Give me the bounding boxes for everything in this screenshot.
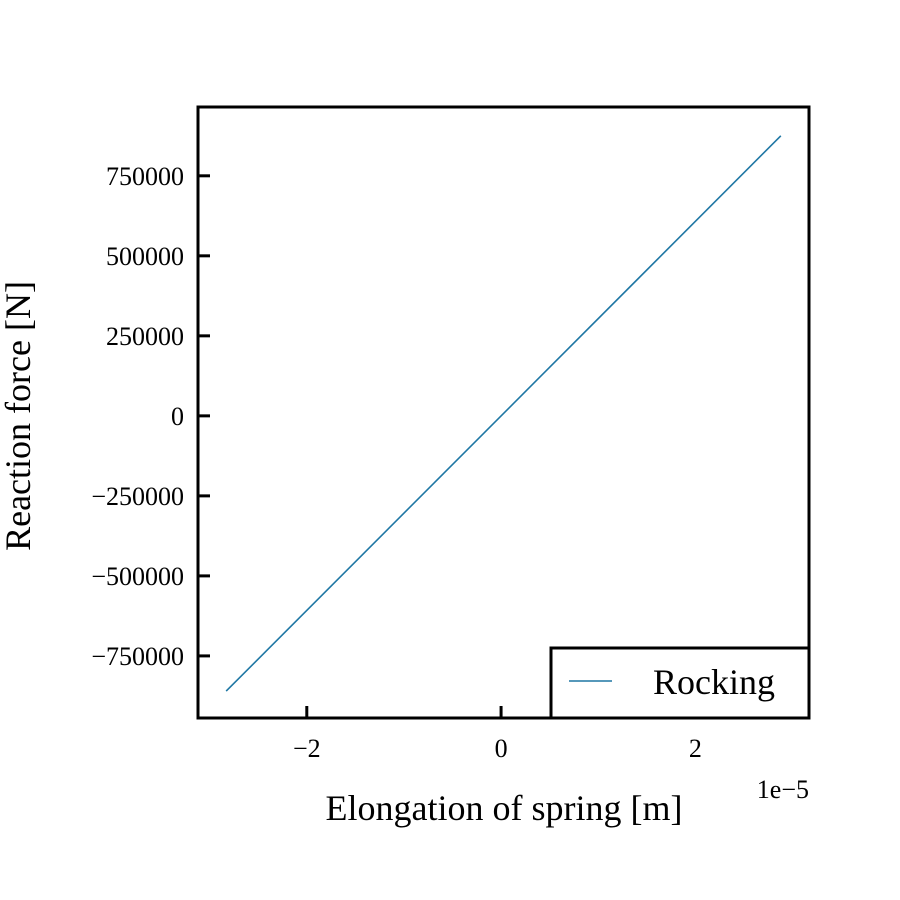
y-tick-label: −500000 — [91, 562, 184, 591]
y-tick-label: 0 — [171, 402, 184, 431]
tick-marks — [198, 174, 697, 718]
x-offset-label: 1e−5 — [757, 775, 809, 804]
series-layer — [225, 135, 782, 692]
legend: Rocking — [549, 646, 811, 720]
y-tick-label: 750000 — [106, 162, 184, 191]
tick-labels: −2 0 2 −750000 −500000 −250000 0 250000 500000 75… — [91, 162, 702, 763]
x-tick-label: −2 — [293, 734, 321, 763]
x-axis-label: Elongation of spring [m] — [326, 788, 683, 828]
y-tick-label: −750000 — [91, 642, 184, 671]
plot-frame — [196, 105, 811, 720]
x-tick-label: 0 — [495, 734, 508, 763]
y-axis-label: Reaction force [N] — [0, 281, 38, 551]
y-tick-label: 500000 — [106, 242, 184, 271]
x-tick-label: 2 — [689, 734, 702, 763]
legend-box — [549, 646, 811, 720]
y-tick-label: −250000 — [91, 482, 184, 511]
series-line-rocking — [225, 135, 782, 692]
legend-label: Rocking — [653, 662, 775, 702]
y-tick-label: 250000 — [106, 322, 184, 351]
